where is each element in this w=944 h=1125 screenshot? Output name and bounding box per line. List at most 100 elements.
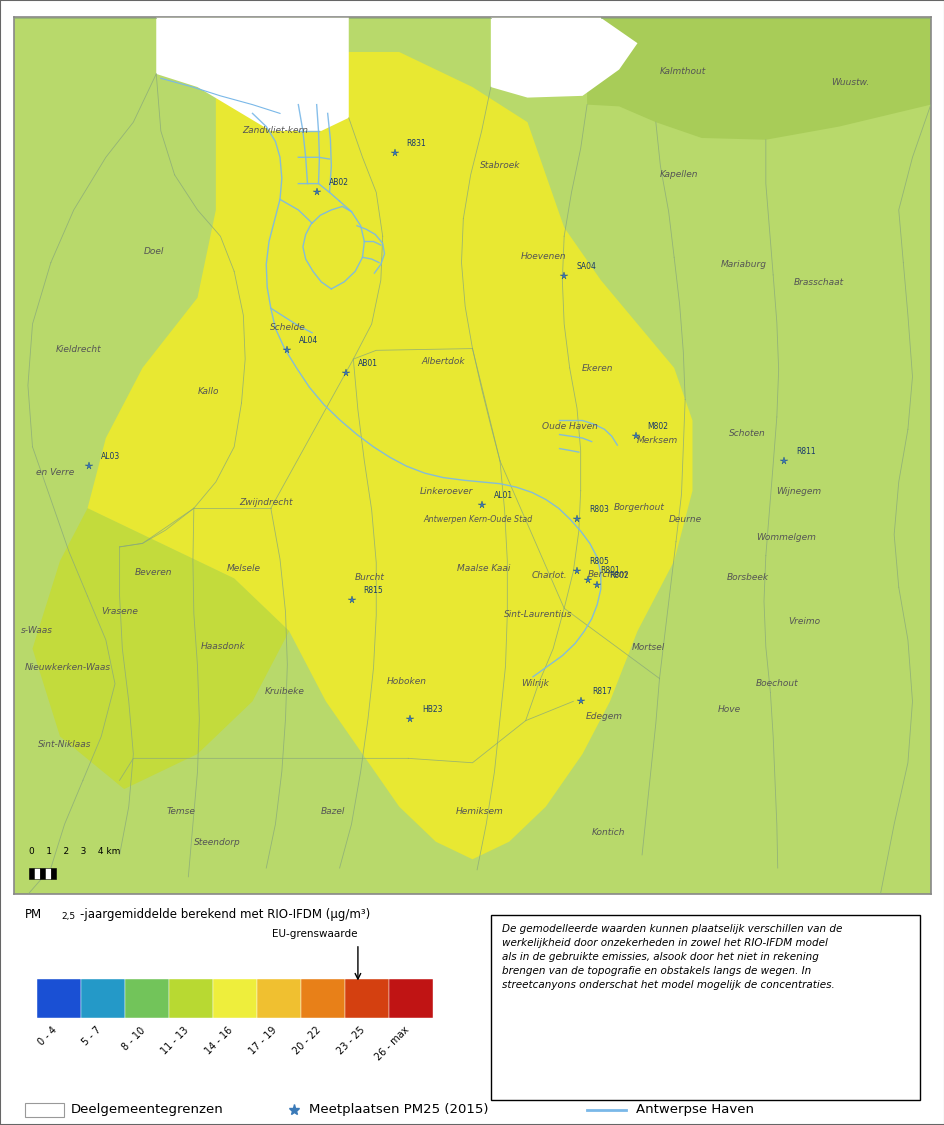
Text: 8 - 10: 8 - 10 (120, 1025, 147, 1052)
Text: AB02: AB02 (329, 179, 348, 188)
Polygon shape (490, 18, 637, 98)
Text: Zwijndrecht: Zwijndrecht (239, 497, 293, 506)
Polygon shape (586, 18, 930, 140)
Text: Ekeren: Ekeren (581, 364, 613, 374)
Polygon shape (156, 18, 348, 130)
Bar (40, 868, 45, 879)
Text: AB01: AB01 (358, 359, 378, 368)
Text: Wommelgem: Wommelgem (755, 533, 815, 542)
Text: Mortsel: Mortsel (632, 644, 665, 652)
Text: Steendorp: Steendorp (194, 838, 241, 847)
Text: 17 - 19: 17 - 19 (247, 1025, 278, 1056)
Text: PM: PM (25, 908, 42, 920)
Text: Hemiksem: Hemiksem (455, 807, 503, 816)
Text: AL01: AL01 (493, 490, 513, 500)
Bar (212, 979, 257, 1018)
Text: De gemodelleerde waarden kunnen plaatselijk verschillen van de
werkelijkheid doo: De gemodelleerde waarden kunnen plaatsel… (501, 924, 841, 990)
Bar (29, 868, 34, 879)
Text: Albertdok: Albertdok (421, 358, 464, 367)
Text: Vreimo: Vreimo (787, 618, 819, 627)
Text: Schelde: Schelde (269, 323, 305, 332)
Text: Kruibeke: Kruibeke (264, 687, 304, 696)
Text: Mariaburg: Mariaburg (720, 260, 766, 269)
Text: R811: R811 (795, 447, 815, 456)
Text: Hoboken: Hoboken (386, 677, 426, 686)
Text: Charlot.: Charlot. (531, 572, 566, 580)
Bar (81, 979, 125, 1018)
Bar (169, 979, 212, 1018)
Text: Beveren: Beveren (135, 568, 172, 577)
Text: 0    1    2    3    4 km: 0 1 2 3 4 km (29, 847, 120, 856)
Text: Kapellen: Kapellen (659, 170, 698, 179)
Text: Maalse Kaai: Maalse Kaai (456, 565, 510, 574)
Text: s-Waas: s-Waas (21, 626, 53, 634)
Text: Melsele: Melsele (227, 565, 260, 574)
Text: Linkeroever: Linkeroever (420, 487, 473, 496)
Text: Doel: Doel (143, 246, 163, 255)
Text: 0 - 4: 0 - 4 (37, 1025, 59, 1047)
Text: Vrasene: Vrasene (101, 606, 138, 615)
Text: en Verre: en Verre (36, 468, 75, 477)
Text: R815: R815 (363, 586, 382, 595)
Polygon shape (32, 508, 289, 789)
Text: Merksem: Merksem (636, 436, 678, 446)
Text: Wilrijk: Wilrijk (520, 678, 548, 687)
Text: Nieuwkerken-Waas: Nieuwkerken-Waas (25, 663, 110, 672)
Text: HB23: HB23 (422, 705, 442, 714)
Text: Borsbeek: Borsbeek (726, 574, 767, 583)
Text: Sint-Laurentius: Sint-Laurentius (504, 610, 572, 619)
Bar (257, 979, 301, 1018)
Text: Schoten: Schoten (729, 430, 765, 439)
Text: Haasdonk: Haasdonk (200, 641, 245, 650)
Text: 26 - max: 26 - max (373, 1025, 411, 1063)
Bar (301, 979, 345, 1018)
Text: R817: R817 (592, 687, 612, 696)
Text: 11 - 13: 11 - 13 (160, 1025, 191, 1056)
Bar (389, 979, 432, 1018)
Text: Hove: Hove (716, 705, 740, 714)
Bar (45, 868, 51, 879)
Text: Kieldrecht: Kieldrecht (56, 345, 101, 354)
Text: Zandvliet-kern: Zandvliet-kern (243, 126, 308, 135)
Bar (34, 868, 40, 879)
Text: 23 - 25: 23 - 25 (335, 1025, 366, 1056)
Text: 20 - 22: 20 - 22 (291, 1025, 323, 1056)
Text: M802: M802 (647, 422, 667, 431)
Bar (345, 979, 389, 1018)
Text: Deurne: Deurne (668, 515, 701, 524)
Text: Stabroek: Stabroek (480, 161, 520, 170)
Bar (490, 916, 919, 1099)
Text: R831: R831 (406, 138, 426, 147)
Text: Berchem: Berchem (587, 569, 628, 578)
Text: Deelgemeentegrenzen: Deelgemeentegrenzen (71, 1102, 224, 1116)
Text: EU-grenswaarde: EU-grenswaarde (272, 929, 358, 939)
Text: R805: R805 (588, 557, 608, 566)
Text: Wuustw.: Wuustw. (830, 79, 868, 88)
Text: 14 - 16: 14 - 16 (204, 1025, 235, 1056)
Text: Edegem: Edegem (585, 712, 622, 721)
Text: 2,5: 2,5 (61, 912, 76, 921)
Text: Brasschaat: Brasschaat (793, 278, 843, 287)
Text: Boechout: Boechout (754, 678, 798, 687)
Text: SA04: SA04 (576, 262, 596, 271)
Text: Antwerpen Kern-Oude Stad: Antwerpen Kern-Oude Stad (423, 515, 532, 524)
Text: 5 - 7: 5 - 7 (80, 1025, 103, 1047)
Bar (25, 1102, 63, 1116)
Bar (37, 979, 81, 1018)
Text: -jaargemiddelde berekend met RIO-IFDM (µg/m³): -jaargemiddelde berekend met RIO-IFDM (µ… (80, 908, 370, 920)
Text: Antwerpse Haven: Antwerpse Haven (635, 1102, 753, 1116)
Text: Borgerhout: Borgerhout (614, 503, 664, 512)
Text: Kontich: Kontich (591, 828, 624, 837)
Bar (51, 868, 57, 879)
Text: Kallo: Kallo (197, 387, 219, 396)
Text: AL03: AL03 (101, 452, 121, 461)
Text: Kalmthout: Kalmthout (660, 66, 706, 75)
Text: R802: R802 (609, 572, 628, 580)
Text: Wijnegem: Wijnegem (775, 487, 820, 496)
Text: Temse: Temse (166, 807, 195, 816)
Text: Meetplaatsen PM25 (2015): Meetplaatsen PM25 (2015) (309, 1102, 488, 1116)
Text: Hoevenen: Hoevenen (521, 252, 566, 261)
Text: R801: R801 (599, 566, 619, 575)
Text: R803: R803 (588, 505, 608, 514)
Bar (125, 979, 169, 1018)
